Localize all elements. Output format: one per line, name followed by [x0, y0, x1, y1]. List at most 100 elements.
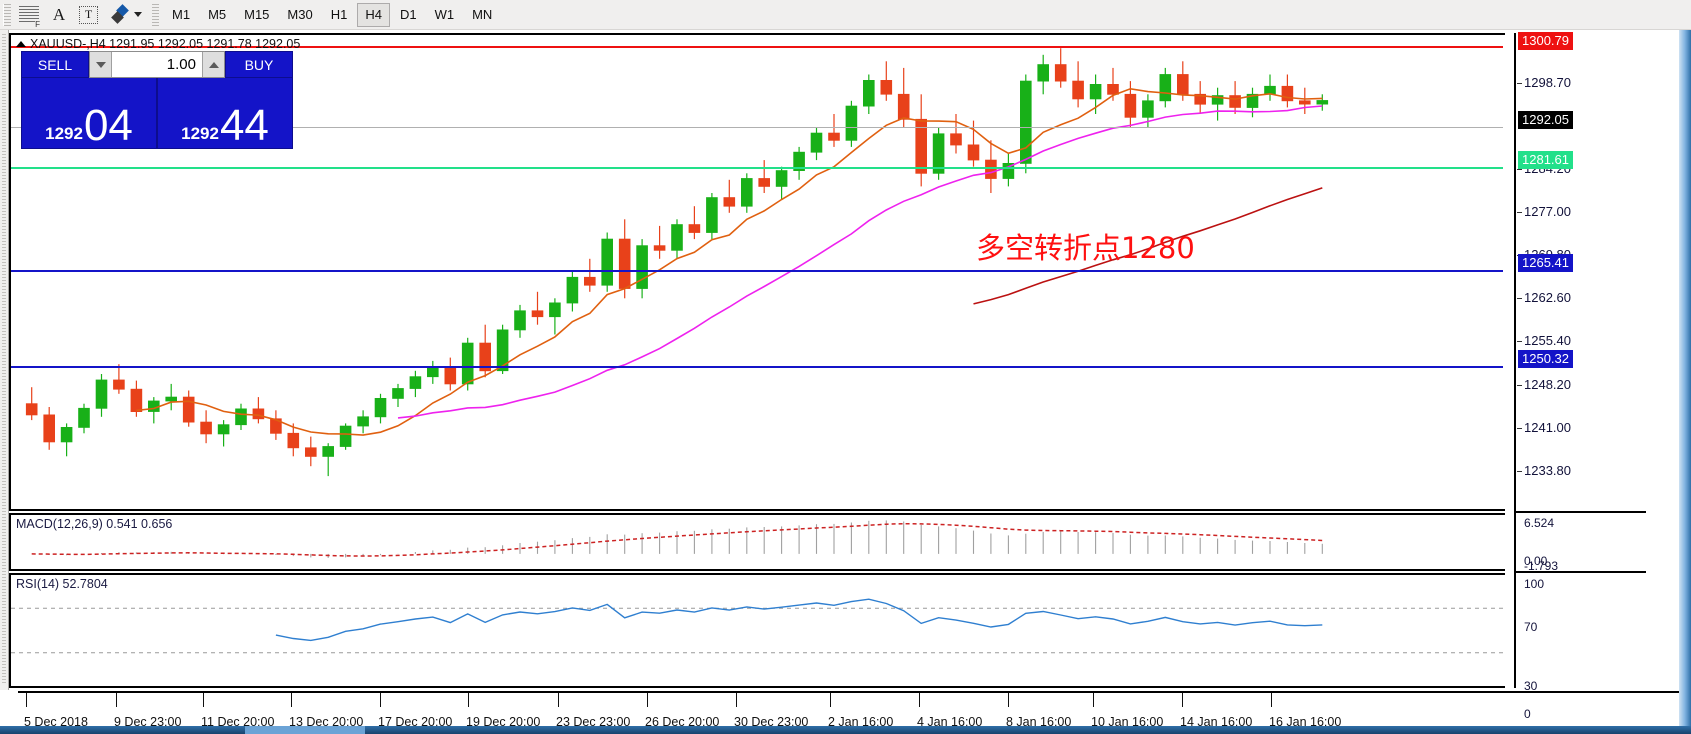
time-tick	[558, 693, 559, 707]
time-tick	[647, 693, 648, 707]
price-tick-1298.70: 1298.70	[1517, 75, 1571, 90]
time-tick	[380, 693, 381, 707]
resistance-line-1300[interactable]	[11, 46, 1503, 48]
rsi-scale-70: 70	[1524, 620, 1538, 634]
time-tick	[736, 693, 737, 707]
timeframe-m30[interactable]: M30	[287, 7, 313, 22]
one-click-trading-panel[interactable]: SELL 1.00 BUY 1292 04 1292 44	[21, 51, 293, 149]
axis-separator-1	[1514, 571, 1646, 573]
bid-line-1292[interactable]	[11, 127, 1503, 128]
price-tick-1248.20: 1248.20	[1517, 377, 1571, 392]
time-label: 8 Jan 16:00	[1006, 715, 1072, 729]
toolbar-separator	[152, 3, 159, 26]
symbol-header: XAUUSD-,H4 1291.95 1292.05 1291.78 1292.…	[16, 37, 300, 51]
chart-area: XAUUSD-,H4 1291.95 1292.05 1291.78 1292.…	[0, 30, 1691, 734]
time-tick	[116, 693, 117, 707]
time-tick	[830, 693, 831, 707]
text-box-icon[interactable]: T	[73, 2, 104, 28]
time-label: 2 Jan 16:00	[828, 715, 894, 729]
support-green-tag: 1281.61	[1518, 151, 1573, 169]
timeframe-m15[interactable]: M15	[244, 7, 270, 22]
time-label: 30 Dec 23:00	[734, 715, 809, 729]
time-label: 11 Dec 20:00	[201, 715, 275, 729]
buy-price-main: 1292	[181, 124, 219, 143]
chart-canvas-container[interactable]: XAUUSD-,H4 1291.95 1292.05 1291.78 1292.…	[9, 30, 1691, 734]
rsi-chart-svg	[11, 598, 1503, 654]
shapes-icon[interactable]	[104, 2, 148, 28]
price-tick-1277.00: 1277.00	[1517, 204, 1571, 219]
price-tick-1233.80: 1233.80	[1517, 463, 1571, 478]
time-tick	[1008, 693, 1009, 707]
time-label: 26 Dec 20:00	[645, 715, 720, 729]
volume-input[interactable]: 1.00	[166, 56, 196, 73]
rsi-label: RSI(14) 52.7804	[16, 577, 108, 591]
timeframe-d1[interactable]: D1	[399, 7, 417, 22]
time-tick	[26, 693, 27, 707]
level-line-1250[interactable]	[11, 366, 1503, 368]
buy-price-display[interactable]: 1292 44	[157, 78, 293, 149]
rsi-scale-0: 0	[1524, 707, 1531, 721]
chart-annotation: 多空转折点1280	[976, 231, 1195, 265]
support-line-1281[interactable]	[11, 167, 1503, 169]
level-blue-tag-1: 1265.41	[1518, 254, 1573, 272]
macd-label: MACD(12,26,9) 0.541 0.656	[16, 517, 173, 531]
volume-stepper[interactable]: 1.00	[89, 51, 225, 78]
price-tick-1241.00: 1241.00	[1517, 420, 1571, 435]
macd-pane[interactable]: MACD(12,26,9) 0.541 0.656	[9, 513, 1505, 571]
chevron-down-icon[interactable]	[134, 12, 142, 17]
time-tick	[1093, 693, 1094, 707]
timeframe-h4[interactable]: H4	[357, 2, 390, 27]
time-label: 14 Jan 16:00	[1180, 715, 1253, 729]
sell-price-main: 1292	[45, 124, 83, 143]
taskbar-item[interactable]	[245, 726, 365, 734]
price-axis[interactable]: 1298.701284.201277.001269.801262.601255.…	[1514, 32, 1646, 721]
timeframe-m1[interactable]: M1	[172, 7, 191, 22]
level-blue-tag-2: 1250.32	[1518, 350, 1573, 368]
bid-price-tag: 1292.05	[1518, 111, 1573, 129]
resistance-tag: 1300.79	[1518, 32, 1573, 50]
timeframe-mn[interactable]: MN	[472, 7, 493, 22]
time-tick	[203, 693, 204, 707]
time-tick	[468, 693, 469, 707]
chart-left-rail[interactable]	[0, 30, 9, 690]
macd-scale-6.524: 6.524	[1524, 516, 1555, 530]
time-tick	[1182, 693, 1183, 707]
crosshair-f-icon[interactable]	[13, 2, 45, 29]
triangle-icon	[16, 41, 26, 47]
price-tick-1262.60: 1262.60	[1517, 290, 1571, 305]
time-label: 19 Dec 20:00	[466, 715, 541, 729]
time-tick	[919, 693, 920, 707]
axis-separator-0	[1514, 511, 1646, 513]
timeframe-w1[interactable]: W1	[434, 7, 455, 22]
text-label-icon[interactable]: A	[52, 4, 66, 24]
time-label: 17 Dec 20:00	[378, 715, 453, 729]
sell-price-frac: 04	[83, 101, 133, 150]
volume-decrease-button[interactable]	[90, 52, 112, 77]
toolbar-grip[interactable]	[3, 3, 11, 26]
time-label: 9 Dec 23:00	[114, 715, 182, 729]
price-tick-1255.40: 1255.40	[1517, 333, 1571, 348]
timeframe-h1[interactable]: H1	[330, 7, 348, 22]
macd-chart-svg	[31, 520, 1323, 558]
time-tick	[1271, 693, 1272, 707]
macd-scale--1.793: -1.793	[1524, 559, 1559, 573]
rsi-scale-100: 100	[1524, 577, 1545, 591]
price-pane[interactable]: XAUUSD-,H4 1291.95 1292.05 1291.78 1292.…	[9, 33, 1505, 511]
volume-increase-button[interactable]	[202, 52, 224, 77]
macd-scale-0.00: 0.00	[1524, 554, 1548, 568]
buy-button[interactable]: BUY	[225, 51, 293, 78]
time-label: 13 Dec 20:00	[289, 715, 364, 729]
level-line-1265[interactable]	[11, 270, 1503, 272]
rsi-scale-30: 30	[1524, 679, 1538, 693]
time-label: 23 Dec 23:00	[556, 715, 631, 729]
time-label: 16 Jan 16:00	[1269, 715, 1342, 729]
timeframe-m5[interactable]: M5	[208, 7, 227, 22]
sell-price-display[interactable]: 1292 04	[21, 78, 157, 149]
buy-price-frac: 44	[219, 101, 269, 150]
sell-button[interactable]: SELL	[21, 51, 89, 78]
price-chart-svg	[25, 48, 1329, 477]
rsi-pane[interactable]: RSI(14) 52.7804	[9, 573, 1505, 688]
time-label: 10 Jan 16:00	[1091, 715, 1164, 729]
time-label: 5 Dec 2018	[24, 715, 88, 729]
time-label: 4 Jan 16:00	[917, 715, 983, 729]
